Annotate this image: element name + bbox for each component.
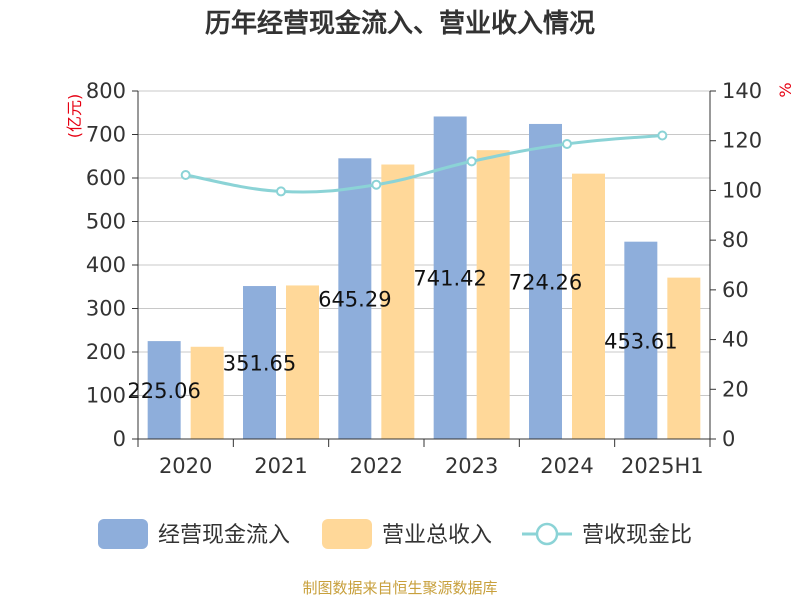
legend-item-3[interactable]: 营收现金比 (522, 522, 692, 548)
bar-revenue (667, 277, 701, 439)
bar-value-label: 453.61 (604, 329, 677, 353)
left-axis-tick-label: 300 (86, 297, 126, 321)
bar-cash-inflow (529, 123, 562, 439)
bar-cash-inflow (338, 158, 372, 440)
right-axis-tick-label: 140 (722, 79, 762, 103)
right-axis-tick-label: 60 (722, 278, 749, 302)
axes: 0 100 200 300 400 500 600 700 800 0 20 40 60 80 100 120… (86, 79, 762, 478)
right-axis-tick-label: 100 (722, 178, 762, 202)
bar-value-label: 351.65 (223, 352, 296, 376)
bar-cash-inflow (624, 241, 658, 439)
ratio-point (466, 156, 477, 167)
bar-revenue (286, 285, 319, 439)
x-axis-tick-label: 2023 (445, 454, 498, 478)
bar-value-label: 724.26 (509, 270, 582, 294)
left-axis-tick-label: 400 (86, 253, 126, 277)
legend-swatch (98, 519, 148, 549)
legend-swatch (322, 519, 372, 549)
ratio-point (562, 138, 572, 149)
legend-item-1[interactable]: 经营现金流入 (98, 519, 290, 549)
x-axis-tick-label: 2021 (254, 454, 307, 478)
data-labels: 225.06 351.65 645.29 741.42 724.26 453.61 (127, 267, 677, 403)
x-axis-tick-label: 2020 (159, 454, 212, 478)
bar-revenue (476, 150, 510, 439)
bar-revenue (381, 164, 415, 439)
x-axis-tick-label: 2024 (540, 454, 593, 478)
left-axis-tick-label: 600 (86, 166, 126, 190)
left-axis-tick-label: 100 (86, 384, 126, 408)
right-axis-tick-label: 0 (722, 427, 735, 451)
bar-value-label: 741.42 (413, 267, 486, 291)
legend-label: 营收现金比 (582, 523, 692, 548)
bars (147, 116, 701, 440)
left-axis-unit: (亿元) (65, 94, 84, 139)
bar-value-label: 225.06 (127, 379, 200, 403)
right-axis-tick-label: 40 (722, 328, 749, 352)
ratio-line (180, 130, 668, 197)
bar-revenue (190, 346, 224, 439)
right-axis-tick-label: 80 (722, 228, 749, 252)
left-axis-tick-label: 800 (86, 79, 126, 103)
legend[interactable]: 经营现金流入 营业总收入 营收现金比 (98, 519, 692, 549)
right-axis-unit: % (776, 82, 795, 97)
bar-cash-inflow (147, 341, 181, 439)
right-axis-tick-label: 120 (722, 129, 762, 153)
ratio-point (371, 179, 382, 190)
bar-value-label: 645.29 (318, 288, 391, 312)
ratio-point (657, 130, 668, 141)
right-axis-tick-label: 20 (722, 377, 749, 401)
bar-cash-inflow (243, 286, 276, 439)
x-axis-tick-label: 2025H1 (621, 454, 704, 478)
grid-lines (138, 90, 710, 396)
x-axis-tick-label: 2022 (350, 454, 403, 478)
legend-label: 营业总收入 (382, 523, 492, 548)
ratio-line-path (185, 133, 663, 194)
chart-title: 历年经营现金流入、营业收入情况 (205, 8, 595, 39)
legend-label: 经营现金流入 (158, 523, 290, 548)
source-note: 制图数据来自恒生聚源数据库 (302, 579, 497, 597)
ratio-point (276, 186, 286, 197)
ratio-point (180, 170, 191, 181)
left-axis-tick-label: 700 (86, 123, 126, 147)
left-axis-tick-label: 200 (86, 340, 126, 364)
left-axis-tick-label: 0 (113, 427, 126, 451)
left-axis-tick-label: 500 (86, 210, 126, 234)
bar-revenue (572, 173, 605, 439)
legend-marker (535, 522, 559, 546)
legend-item-2[interactable]: 营业总收入 (322, 519, 492, 549)
